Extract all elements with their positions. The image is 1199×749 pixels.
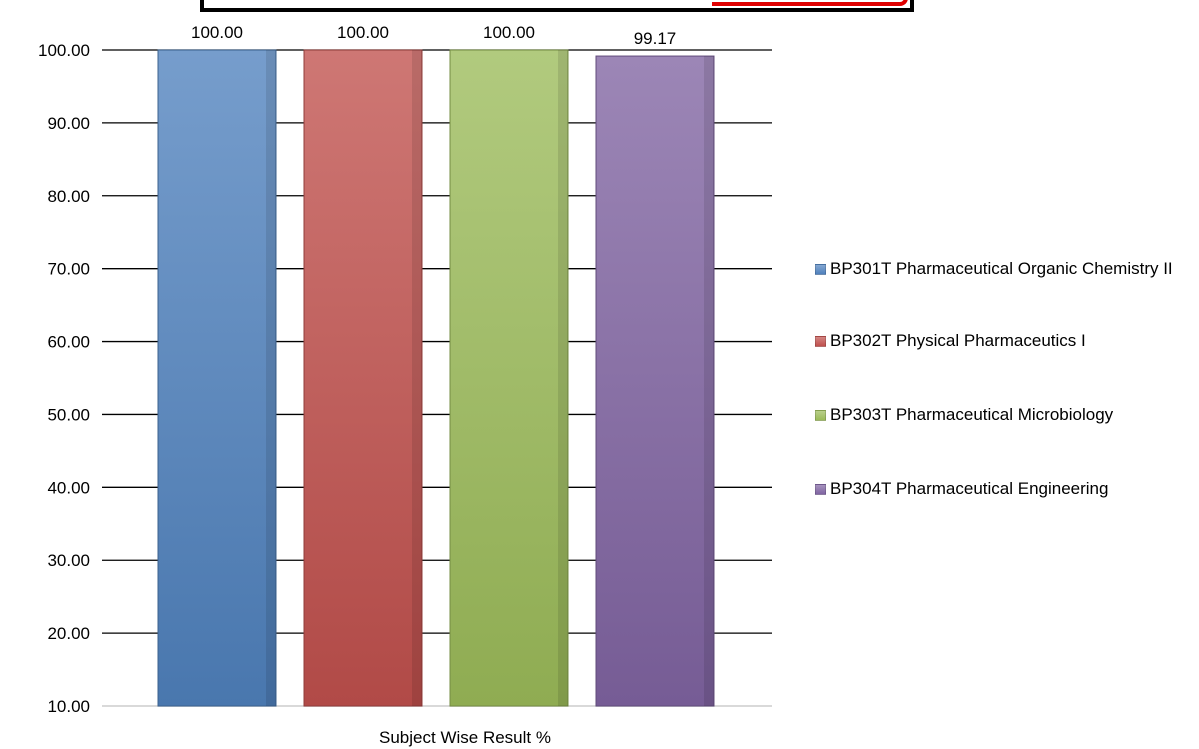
legend-swatch-red — [815, 336, 826, 347]
bar — [595, 55, 715, 707]
y-tick-label: 90.00 — [47, 114, 90, 133]
y-tick-label: 40.00 — [47, 478, 90, 497]
legend-item: BP301T Pharmaceutical Organic Chemistry … — [815, 258, 1199, 280]
data-label: 100.00 — [337, 23, 389, 42]
legend-swatch-blue — [815, 264, 826, 275]
legend-swatch-purple — [815, 484, 826, 495]
y-tick-label: 100.00 — [38, 41, 90, 60]
bar-shade — [558, 50, 568, 706]
y-tick-label: 60.00 — [47, 333, 90, 352]
legend-item: BP304T Pharmaceutical Engineering — [815, 478, 1199, 500]
legend-label: BP301T Pharmaceutical Organic Chemistry … — [830, 259, 1173, 278]
y-tick-label: 30.00 — [47, 551, 90, 570]
data-label: 99.17 — [634, 29, 677, 48]
legend-item: BP303T Pharmaceutical Microbiology — [815, 404, 1199, 426]
y-tick-label: 20.00 — [47, 624, 90, 643]
legend-label: BP302T Physical Pharmaceutics I — [830, 331, 1086, 350]
y-tick-label: 10.00 — [47, 697, 90, 716]
legend-label: BP304T Pharmaceutical Engineering — [830, 479, 1109, 498]
legend-swatch-green — [815, 410, 826, 421]
data-label: 100.00 — [483, 23, 535, 42]
data-labels: 100.00 100.00 100.00 99.17 — [191, 23, 676, 48]
data-label: 100.00 — [191, 23, 243, 42]
legend-label: BP303T Pharmaceutical Microbiology — [830, 405, 1114, 424]
bar — [157, 49, 277, 707]
bar-shade — [266, 50, 276, 706]
y-tick-label: 50.00 — [47, 405, 90, 424]
title-highlight-mark — [712, 0, 908, 6]
bar-shade — [704, 56, 714, 706]
bars — [157, 49, 715, 707]
bar — [303, 49, 423, 707]
y-tick-label: 80.00 — [47, 187, 90, 206]
y-tick-labels: 10.00 20.00 30.00 40.00 50.00 60.00 70.00 80.00… — [38, 41, 90, 716]
x-axis-label: Subject Wise Result % — [379, 728, 551, 747]
y-tick-label: 70.00 — [47, 260, 90, 279]
bar-shade — [412, 50, 422, 706]
legend-item: BP302T Physical Pharmaceutics I — [815, 330, 1199, 352]
bar — [449, 49, 569, 707]
